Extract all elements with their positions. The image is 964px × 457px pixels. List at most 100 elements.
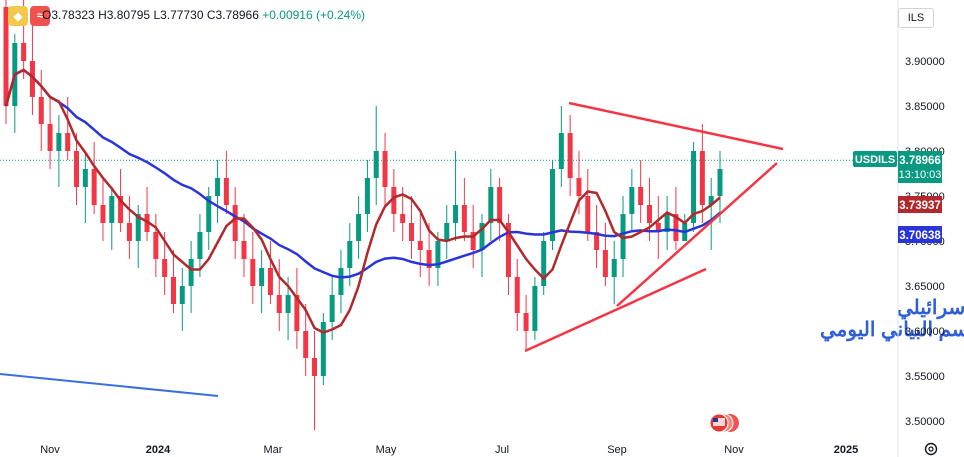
candle-body	[276, 295, 282, 313]
svg-text:3.73937: 3.73937	[899, 200, 941, 212]
price-tick-label: 3.60000	[905, 326, 945, 338]
candle-body	[629, 187, 635, 214]
candle-body	[47, 124, 53, 151]
candle-body	[356, 214, 362, 241]
candle-body	[329, 295, 335, 322]
candle-body	[65, 133, 71, 151]
candle-body	[126, 223, 132, 241]
ma-slow-label: 3.70638	[898, 226, 942, 243]
price-tick-label: 3.65000	[905, 281, 945, 293]
lower-trendline	[524, 267, 707, 353]
candle-body	[664, 214, 670, 232]
trendlines	[0, 101, 784, 397]
candle-body	[373, 151, 379, 178]
candle-body	[320, 322, 326, 376]
low-value: L3.77730	[153, 8, 204, 22]
candle-body	[223, 178, 229, 205]
symbol-badges[interactable]: ◆ ≈	[8, 6, 50, 26]
candle-body	[162, 259, 168, 277]
candle-body	[417, 241, 423, 250]
candle-body	[620, 214, 626, 259]
ma-fast-line	[4, 68, 721, 334]
candle-body	[470, 232, 476, 250]
candle-body	[188, 259, 194, 286]
candle-body	[717, 169, 723, 196]
candle-body	[267, 268, 273, 295]
candle-body	[74, 151, 80, 187]
flag-icon[interactable]	[709, 413, 739, 433]
candle-body	[611, 259, 617, 277]
candle-body	[532, 286, 538, 331]
candle-body	[29, 61, 35, 97]
candle-body	[285, 295, 291, 313]
candle-body	[91, 169, 97, 205]
candle-body	[391, 187, 397, 214]
candle-body	[594, 232, 600, 250]
candle-body	[673, 214, 679, 241]
candle-body	[259, 268, 265, 286]
candle-body	[497, 187, 503, 223]
settings-gear-icon[interactable]	[924, 442, 938, 456]
countdown-value: 13:10:03	[899, 169, 942, 181]
candle-body	[461, 205, 467, 232]
candle-body	[100, 205, 106, 223]
time-tick-label: May	[376, 444, 397, 456]
candle-body	[347, 241, 353, 268]
candle-body	[197, 232, 203, 259]
candle-body	[382, 151, 388, 187]
candle-body	[215, 178, 221, 196]
candle-body	[453, 205, 459, 223]
currency-selector[interactable]: ILS	[898, 8, 934, 28]
annotation-line-2: الرسم البياني اليومي	[820, 319, 964, 342]
candle-body	[514, 277, 520, 313]
ohlc-legend: O3.78323 H3.80795 L3.77730 C3.78966 +0.0…	[42, 8, 365, 22]
candle-body	[232, 205, 238, 241]
last-price-label: USDILS 3.78966 13:10:03	[853, 151, 942, 183]
alert-icon[interactable]: ≈	[30, 6, 50, 26]
close-value: C3.78966	[206, 8, 259, 22]
candle-body	[206, 196, 212, 232]
candle-body	[488, 187, 494, 223]
time-axis[interactable]: Nov 2024 Mar May Jul Sep Nov 2025	[40, 444, 858, 456]
time-tick-label: Nov	[40, 444, 60, 456]
candle-body	[708, 196, 714, 205]
time-tick-label: 2025	[834, 444, 858, 456]
candle-body	[38, 97, 44, 124]
high-value: H3.80795	[98, 8, 151, 22]
candle-body	[435, 241, 441, 268]
candle-body	[3, 7, 9, 106]
candle-body	[444, 223, 450, 241]
time-tick-label: Mar	[264, 444, 283, 456]
price-tick-label: 3.50000	[905, 416, 945, 428]
candle-body	[179, 286, 185, 304]
candle-body	[109, 196, 115, 223]
candle-body	[585, 196, 591, 232]
candle-body	[56, 133, 62, 151]
candle-body	[312, 358, 318, 376]
candle-body	[602, 250, 608, 277]
candle-body	[338, 268, 344, 295]
old-blue-trendline	[0, 373, 219, 397]
candle-body	[655, 223, 661, 232]
candle-body	[699, 151, 705, 205]
candle-body	[638, 187, 644, 205]
candle-body	[118, 196, 124, 223]
candle-body	[408, 223, 414, 241]
candle-body	[426, 250, 432, 268]
candle-body	[576, 178, 582, 196]
svg-text:3.70638: 3.70638	[899, 230, 941, 242]
candle-body	[523, 313, 529, 331]
change-value: +0.00916 (+0.24%)	[262, 8, 365, 22]
annotation-line-1: الدولار مقابل الشيكل الاسرائيلي	[897, 297, 964, 320]
rising-trendline	[616, 162, 778, 307]
candle-body	[541, 241, 547, 286]
price-tick-label: 3.90000	[905, 56, 945, 68]
candle-body	[479, 223, 485, 250]
candle-body	[170, 277, 176, 304]
open-value: O3.78323	[42, 8, 95, 22]
arabic-annotation: الدولار مقابل الشيكل الاسرائيلي الرسم ال…	[820, 297, 964, 342]
candle-body	[294, 295, 300, 331]
candle-body	[550, 169, 556, 241]
exchange-icon[interactable]: ◆	[8, 6, 28, 26]
